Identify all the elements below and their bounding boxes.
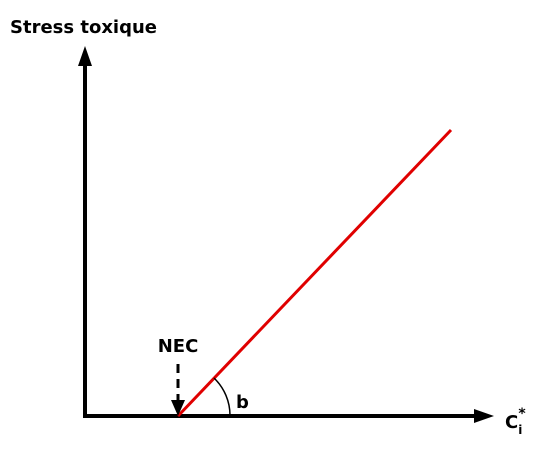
x-axis-label-superscript: * xyxy=(518,406,526,422)
x-axis-label-base: C xyxy=(505,412,518,433)
slope-label: b xyxy=(236,392,249,413)
y-axis-label: Stress toxique xyxy=(10,17,157,38)
x-axis-label: Ci* xyxy=(505,406,526,437)
x-axis-arrow xyxy=(474,409,494,423)
slope-arc xyxy=(213,377,231,417)
nec-arrow-head xyxy=(171,400,185,416)
response-line xyxy=(176,128,453,418)
y-axis-arrow xyxy=(78,46,92,66)
threshold-label: NEC xyxy=(158,336,199,357)
x-axis-label-subscript: i xyxy=(518,423,522,437)
